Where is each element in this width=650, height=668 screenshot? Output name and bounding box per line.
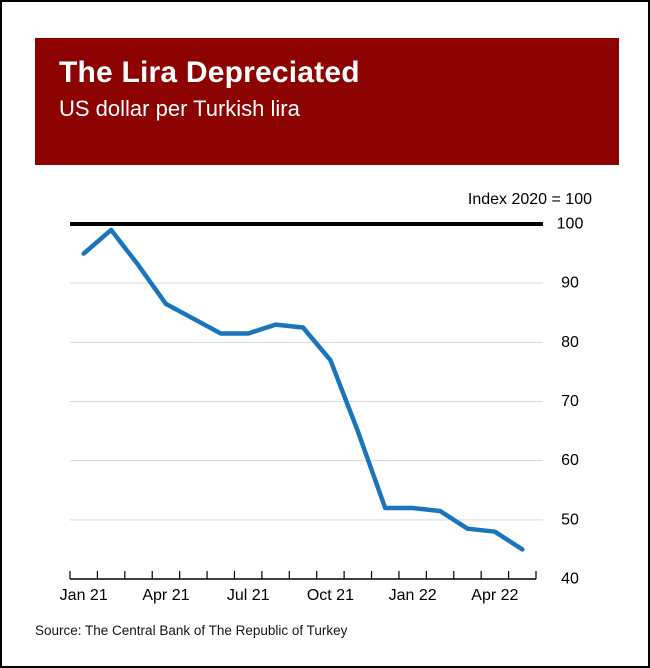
- page-subtitle: US dollar per Turkish lira: [59, 96, 300, 121]
- chart-svg: 40 50 60 70 80 90 100 Index 2020 = 100 Jan 21 Apr…: [60, 191, 592, 604]
- y-tick-label-90: 90: [561, 275, 579, 292]
- page-title: The Lira Depreciated: [59, 56, 360, 89]
- header-panel: The Lira Depreciated US dollar per Turki…: [35, 38, 619, 165]
- x-tick-label-apr-21: Apr 21: [142, 587, 189, 604]
- x-tick-label-jan-21: Jan 21: [60, 587, 108, 604]
- x-tick-label-jan-22: Jan 22: [389, 587, 437, 604]
- y-tick-label-50: 50: [561, 511, 579, 528]
- x-tick-label-jul-21: Jul 21: [227, 587, 270, 604]
- lira-index-line: [81, 227, 525, 552]
- source-note: Source: The Central Bank of The Republic…: [35, 623, 348, 638]
- y-tick-label-40: 40: [561, 571, 579, 588]
- y-tick-label-100: 100: [557, 216, 584, 233]
- y-tick-label-80: 80: [561, 334, 579, 351]
- x-tick-label-oct-21: Oct 21: [307, 587, 354, 604]
- index-annotation: Index 2020 = 100: [468, 191, 592, 208]
- y-tick-label-60: 60: [561, 452, 579, 469]
- x-tick-label-apr-22: Apr 22: [471, 587, 518, 604]
- y-tick-label-70: 70: [561, 393, 579, 410]
- chart-area: 40 50 60 70 80 90 100 Index 2020 = 100 Jan 21 Apr…: [2, 182, 648, 622]
